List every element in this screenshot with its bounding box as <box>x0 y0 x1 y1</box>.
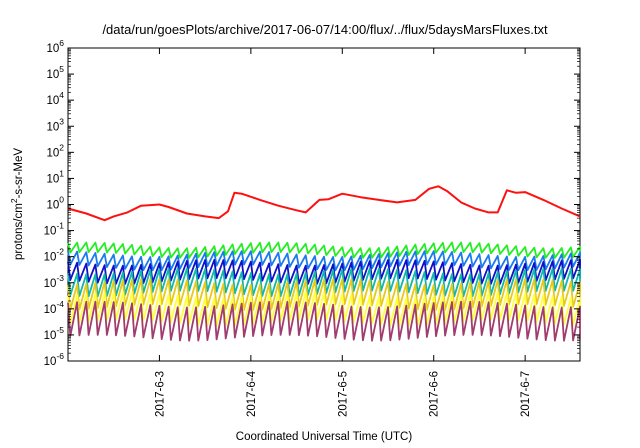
y-tick-base: 10 <box>44 356 57 368</box>
y-tick-base: 10 <box>44 304 57 316</box>
y-axis-label-superscript: 2 <box>9 198 19 203</box>
x-tick-label: 2017-6-3 <box>154 371 166 417</box>
series-line <box>67 250 581 272</box>
series-line <box>67 278 581 311</box>
y-tick-label: 103 <box>46 116 64 133</box>
y-tick-base: 10 <box>46 200 59 212</box>
x-axis: 2017-6-3 2017-6-4 2017-6-5 2017-6-6 2017-6-7 <box>154 48 532 417</box>
y-axis: 10-610-510-410-310-210-11001011021031041… <box>44 38 580 368</box>
y-tick-exponent: 2 <box>59 142 64 152</box>
y-axis-label: protons/cm2-s-sr-MeV <box>9 148 25 260</box>
y-tick-label: 100 <box>46 195 64 212</box>
x-tick-label: 2017-6-5 <box>337 371 349 417</box>
y-tick-exponent: 0 <box>59 195 64 205</box>
y-tick-base: 10 <box>44 252 57 264</box>
x-tick-label: 2017-6-7 <box>520 371 532 417</box>
y-tick-label: 10-6 <box>44 351 65 368</box>
y-tick-exponent: 5 <box>59 64 64 74</box>
y-tick-exponent: -3 <box>56 273 64 283</box>
y-tick-exponent: -1 <box>56 221 64 231</box>
y-tick-label: 10-3 <box>44 273 65 290</box>
y-axis-label-suffix: -s-sr-MeV <box>13 148 25 199</box>
y-tick-exponent: 3 <box>59 116 64 126</box>
series-line <box>67 300 581 342</box>
x-tick-label: 2017-6-6 <box>429 371 441 417</box>
y-tick-label: 10-2 <box>44 247 65 264</box>
y-tick-base: 10 <box>46 147 59 159</box>
y-tick-label: 10-1 <box>44 221 65 238</box>
chart-title: /data/run/goesPlots/archive/2017-06-07/1… <box>102 22 548 37</box>
y-tick-label: 106 <box>46 38 64 55</box>
y-tick-base: 10 <box>46 173 59 185</box>
y-tick-exponent: 1 <box>59 168 64 178</box>
x-tick-label: 2017-6-4 <box>246 370 258 417</box>
y-tick-base: 10 <box>44 278 57 290</box>
y-tick-label: 101 <box>46 168 64 185</box>
series-line <box>67 267 581 298</box>
y-axis-label-prefix: protons/cm <box>13 203 25 260</box>
y-tick-base: 10 <box>44 226 57 238</box>
y-tick-label: 104 <box>46 90 64 107</box>
y-tick-label: 10-5 <box>44 325 65 342</box>
y-tick-label: 105 <box>46 64 64 81</box>
y-tick-base: 10 <box>46 121 59 133</box>
y-tick-exponent: -5 <box>56 325 64 335</box>
series-line <box>67 185 581 222</box>
y-tick-label: 10-4 <box>44 299 65 316</box>
y-tick-exponent: 4 <box>59 90 64 100</box>
y-tick-label: 102 <box>46 142 64 159</box>
x-axis-label: Coordinated Universal Time (UTC) <box>236 431 413 443</box>
y-tick-exponent: -2 <box>56 247 64 257</box>
series-line <box>67 241 581 259</box>
y-tick-exponent: -6 <box>56 351 64 361</box>
series-layer <box>67 185 581 342</box>
y-tick-exponent: 6 <box>59 38 64 48</box>
series-line <box>67 291 581 327</box>
y-tick-base: 10 <box>46 95 59 107</box>
y-tick-exponent: -4 <box>56 299 64 309</box>
y-tick-base: 10 <box>44 330 57 342</box>
y-tick-base: 10 <box>46 43 59 55</box>
y-tick-base: 10 <box>46 69 59 81</box>
